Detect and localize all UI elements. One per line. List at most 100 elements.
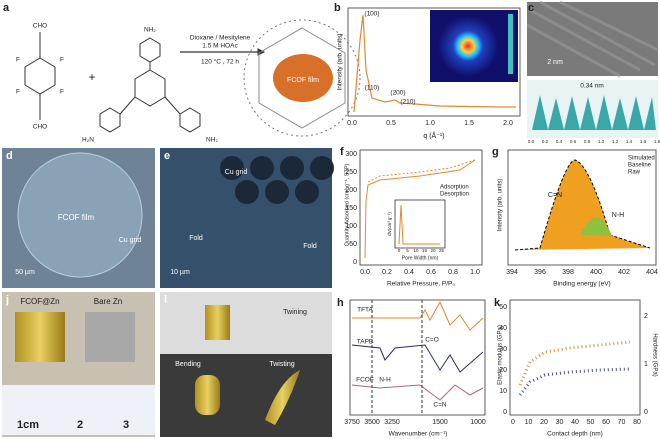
label: Twisting	[269, 361, 294, 368]
panel-c-images	[526, 0, 659, 138]
tick-label: 1.2	[612, 139, 619, 144]
label: TAPB	[357, 339, 374, 346]
condition: Dioxane / Mesitylene	[190, 35, 251, 42]
tick-label: 250	[345, 169, 357, 176]
tick-label: 0.6	[570, 139, 577, 144]
tick-label: 394	[506, 269, 518, 276]
tick-label: 10	[525, 419, 533, 426]
label: N-H	[379, 377, 391, 384]
label: Intensity (arb. units)	[498, 179, 504, 232]
panel-a-drawing	[24, 19, 361, 137]
label: Pore Width (nm)	[402, 255, 439, 261]
label: Cu grid	[225, 169, 248, 176]
panel-letter: d	[6, 150, 13, 162]
tick-label: 0.0	[360, 269, 370, 276]
chem-group: F	[60, 57, 64, 64]
product-label: FCOF film	[287, 77, 319, 84]
label: 2 nm	[547, 59, 563, 66]
bare-zn	[85, 312, 135, 362]
tick-label: 400	[590, 269, 602, 276]
chem-group: CHO	[33, 23, 47, 30]
tick-label: 3750	[344, 419, 360, 426]
tick-label: 2	[644, 313, 648, 320]
label: q (Å⁻¹)	[423, 131, 444, 140]
tick-label: 0.0	[347, 120, 357, 127]
chem-group: CHO	[33, 124, 47, 131]
tick-label: 1.0	[598, 139, 605, 144]
tick-label: 0.4	[556, 139, 563, 144]
tick-label: 70	[618, 419, 626, 426]
tick-label: 2.0	[503, 120, 513, 127]
chem-group: F	[16, 89, 20, 96]
panel-letter: g	[492, 146, 499, 158]
label: Binding energy (eV)	[553, 281, 610, 288]
label: FCOF film	[58, 213, 95, 222]
label: Raw	[628, 170, 641, 176]
tick-label: 0.5	[386, 120, 396, 127]
fcof-film-photo	[273, 54, 333, 102]
label: C=O	[425, 337, 439, 344]
panel-letter: e	[164, 150, 170, 162]
chem-group: F	[60, 89, 64, 96]
panel-letter: c	[528, 2, 534, 14]
label: Contact depth (nm)	[547, 431, 603, 438]
panel-letter: l	[164, 294, 167, 306]
tick-label: 20	[499, 367, 507, 374]
panel-g-plot	[507, 149, 657, 266]
tick-label: 5	[406, 248, 409, 253]
tick-label: 50	[499, 304, 507, 311]
cu-grid	[17, 152, 143, 278]
ruler-label: 3	[123, 419, 129, 431]
bent-film	[195, 375, 220, 415]
tick-label: 0	[353, 259, 357, 266]
label: Bare Zn	[94, 297, 122, 306]
ruler-label: 2	[77, 419, 83, 431]
tick-label: 398	[562, 269, 574, 276]
tick-label: 100	[345, 223, 357, 230]
tick-label: 30	[499, 346, 507, 353]
tick-label: 0.2	[382, 269, 392, 276]
label: FCOF	[356, 377, 374, 384]
condition: 1.5 M HOAc	[202, 43, 238, 50]
tick-label: 50	[349, 241, 357, 248]
panel-h-plot	[349, 299, 486, 416]
peak-label: (210)	[400, 99, 415, 106]
tick-label: 0	[503, 409, 507, 416]
tick-label: 80	[633, 419, 641, 426]
label: TFTA	[357, 307, 373, 314]
tick-label: 0.8	[584, 139, 591, 144]
label: Intensity (arb. units)	[337, 33, 344, 90]
panel-b-plot	[347, 7, 521, 117]
panel-f-plot	[359, 149, 483, 266]
chem-group: NH₂	[206, 137, 218, 144]
tick-label: 1500	[432, 419, 448, 426]
tick-label: 0.2	[542, 139, 549, 144]
panel-letter: a	[3, 2, 10, 14]
tick-label: 40	[571, 419, 579, 426]
twisted-film	[265, 370, 300, 425]
twined-film	[205, 305, 230, 340]
tick-label: 0.4	[404, 269, 414, 276]
tick-label: 300	[345, 151, 357, 158]
tick-label: 20	[430, 248, 436, 253]
tick-label: 0.8	[448, 269, 458, 276]
panel-letter: f	[340, 146, 344, 158]
tick-label: 0	[511, 419, 515, 426]
tick-label: 0.6	[426, 269, 436, 276]
label: +	[88, 70, 95, 84]
tick-label: 25	[439, 248, 445, 253]
label: Adsorption	[440, 185, 469, 191]
label: 0.34 nm	[580, 83, 604, 90]
tick-label: 20	[540, 419, 548, 426]
tick-label: 0.0	[528, 139, 535, 144]
label: Hardness (GPa)	[651, 333, 657, 376]
peak-label: (200)	[390, 90, 405, 97]
label: Elastic modulus (GPa)	[498, 325, 504, 385]
label: Bending	[175, 361, 201, 368]
label: dV(cm³ g⁻¹)	[387, 212, 392, 236]
peak-label: (110)	[365, 85, 380, 92]
tick-label: 0	[398, 248, 401, 253]
tick-label: 1.0	[470, 269, 480, 276]
ruler-label: 1cm	[17, 419, 39, 431]
label: Relative Pressure, P/P₀	[387, 281, 455, 288]
